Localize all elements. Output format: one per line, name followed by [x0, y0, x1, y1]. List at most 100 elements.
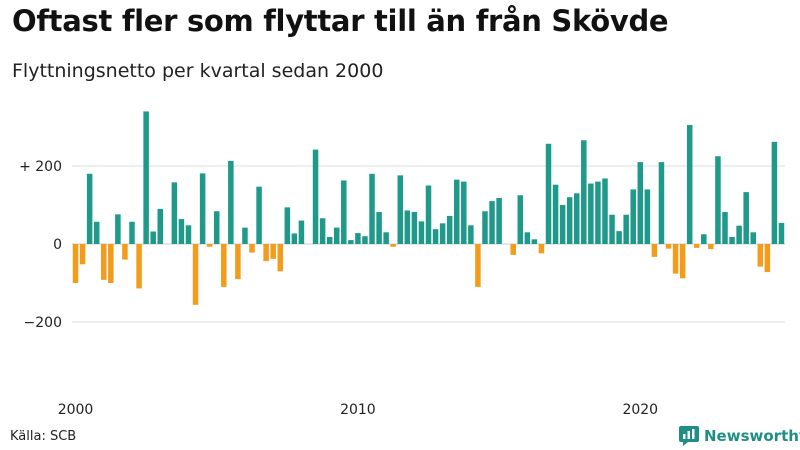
- bar: [199, 173, 206, 244]
- bar: [630, 189, 636, 244]
- bar: [538, 244, 545, 254]
- x-tick-label: 2000: [58, 402, 94, 418]
- bar: [602, 178, 608, 244]
- bar: [432, 229, 439, 244]
- bar: [122, 244, 128, 260]
- brand-logo[interactable]: Newsworthy: [679, 426, 800, 446]
- x-tick-label: 2010: [340, 402, 376, 418]
- bar: [531, 239, 538, 244]
- chart-subtitle: Flyttningsnetto per kvartal sedan 2000: [12, 60, 384, 82]
- bar: [524, 232, 531, 244]
- bar: [545, 143, 552, 244]
- bar: [750, 232, 756, 244]
- bar: [637, 162, 644, 244]
- bar: [79, 244, 86, 265]
- bar: [552, 184, 559, 244]
- bar: [616, 231, 622, 244]
- bar: [736, 225, 742, 244]
- bar: [397, 175, 404, 244]
- bar: [291, 233, 298, 244]
- bar: [686, 125, 693, 244]
- bar: [326, 236, 333, 244]
- y-tick-label: + 200: [19, 159, 62, 175]
- bar: [482, 211, 488, 244]
- bar: [101, 244, 107, 280]
- bar: [581, 140, 587, 244]
- bar: [284, 207, 291, 244]
- bar: [510, 244, 516, 255]
- bar: [757, 244, 764, 267]
- bar: [517, 195, 524, 244]
- bar: [277, 244, 284, 272]
- bar: [235, 244, 241, 280]
- bar: [623, 214, 629, 244]
- bar: [559, 205, 566, 244]
- y-tick-label: −200: [24, 315, 62, 331]
- bar: [136, 244, 142, 289]
- bar: [404, 210, 411, 244]
- bar: [383, 232, 389, 244]
- bar-chart-speech-bubble-icon: [679, 426, 699, 446]
- bar: [425, 185, 432, 244]
- x-tick-label: 2020: [622, 402, 658, 418]
- bar: [376, 212, 382, 244]
- bar: [369, 173, 375, 244]
- bar: [72, 244, 79, 283]
- bar: [708, 244, 714, 250]
- bar: [242, 227, 248, 244]
- bar: [263, 244, 269, 262]
- bar: [496, 197, 502, 244]
- bar: [178, 219, 185, 244]
- y-tick-label: 0: [53, 237, 62, 253]
- bar: [475, 244, 481, 287]
- bar: [221, 244, 227, 287]
- bar: [333, 227, 340, 244]
- bar: [722, 212, 728, 244]
- bar: [312, 149, 319, 244]
- bar: [206, 244, 213, 247]
- bar: [446, 215, 453, 244]
- bar: [86, 173, 93, 244]
- bar: [157, 208, 163, 244]
- bar: [778, 222, 785, 244]
- bar: [729, 236, 735, 244]
- bar: [319, 218, 326, 244]
- bar: [270, 244, 276, 259]
- bar: [566, 197, 573, 244]
- bar: [771, 141, 778, 244]
- bar: [679, 244, 686, 279]
- bar: [213, 211, 220, 244]
- bar: [390, 244, 396, 247]
- bar: [341, 180, 347, 244]
- bar: [439, 223, 446, 244]
- bar: [658, 162, 665, 244]
- brand-name: Newsworthy: [704, 427, 800, 445]
- bar: [743, 192, 749, 244]
- bar: [672, 244, 679, 274]
- bar: [298, 220, 305, 244]
- bar: [228, 160, 234, 244]
- bar: [609, 214, 615, 244]
- bar: [468, 225, 474, 244]
- bar: [129, 221, 135, 244]
- bar: [694, 244, 700, 248]
- bar: [150, 231, 156, 244]
- bar: [348, 240, 354, 244]
- bar: [143, 111, 149, 245]
- bar: [93, 221, 100, 244]
- source-note: Källa: SCB: [10, 429, 77, 444]
- bar: [489, 201, 495, 244]
- bar: [108, 244, 114, 283]
- bar: [418, 221, 425, 244]
- bar: [192, 244, 199, 305]
- bar: [355, 233, 361, 244]
- bar: [185, 225, 192, 244]
- bar: [249, 244, 255, 253]
- bar: [644, 189, 651, 244]
- bar: [665, 244, 672, 249]
- bar: [573, 193, 580, 244]
- bar: [595, 181, 601, 244]
- bar: [715, 156, 721, 244]
- bar: [256, 186, 262, 244]
